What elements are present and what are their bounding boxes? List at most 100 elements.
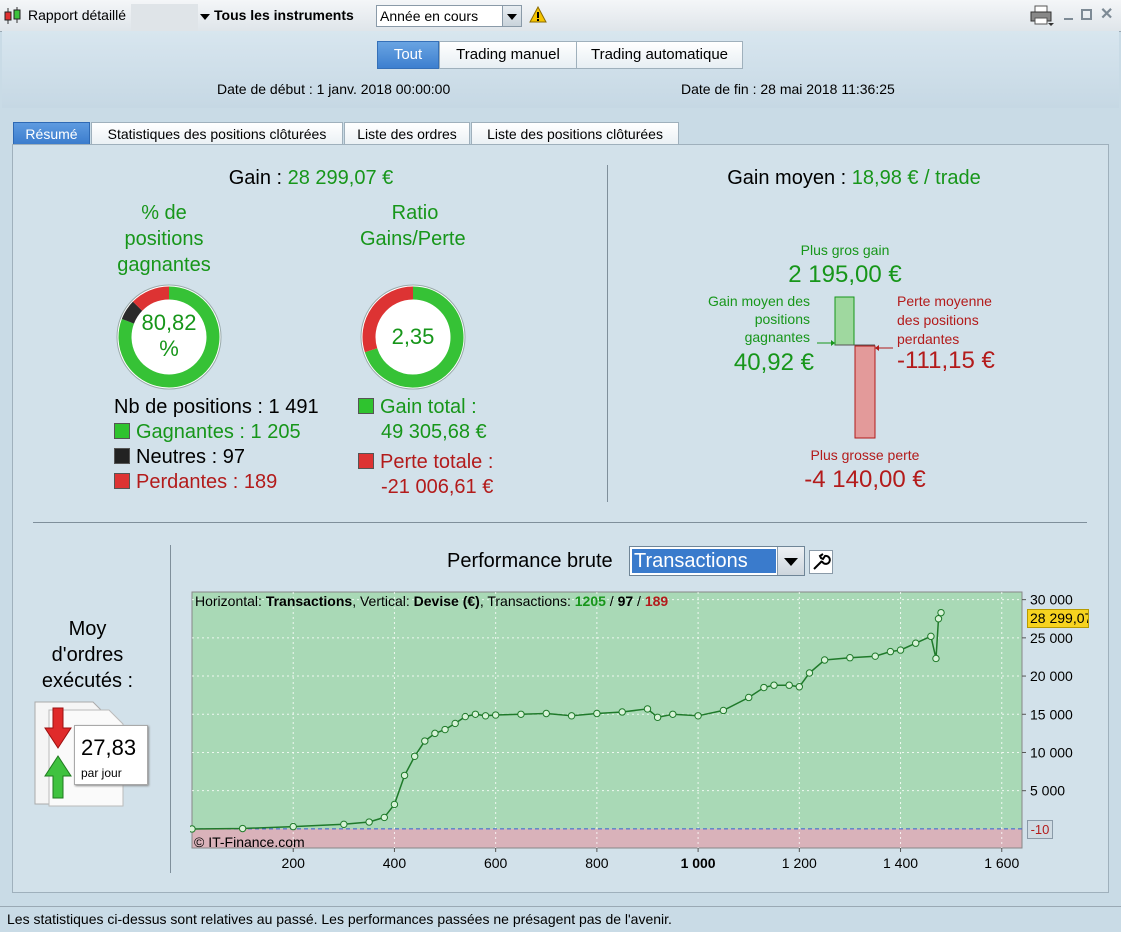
zero-badge: -10 xyxy=(1027,820,1053,839)
arrow-right-icon xyxy=(831,340,835,346)
trade-point xyxy=(517,710,525,718)
pct-title-line: % de xyxy=(141,202,187,224)
x-tick-label: 400 xyxy=(383,855,407,871)
tab-orders-list[interactable]: Liste des ordres xyxy=(344,122,470,145)
chart-t-loss: 189 xyxy=(644,593,669,609)
avg-win-label-line: gagnantes xyxy=(744,329,810,345)
chart-t-neutral: 97 xyxy=(617,593,634,609)
chart-candles-icon xyxy=(3,6,23,26)
gain-title: Gain : 28 299,07 € xyxy=(0,167,622,190)
chevron-down-icon[interactable] xyxy=(777,547,804,575)
y-tick-label: 20 000 xyxy=(1030,668,1073,684)
trade-point xyxy=(719,706,728,715)
instruments-dropdown[interactable]: Tous les instruments xyxy=(198,4,366,28)
biggest-gain-value: 2 195,00 € xyxy=(788,261,902,288)
filter-manual-button[interactable]: Trading manuel xyxy=(439,41,577,69)
orders-value-card: 27,83 par jour xyxy=(74,725,148,785)
gain-total-value: 49 305,68 € xyxy=(381,421,487,443)
horizontal-divider xyxy=(33,522,1087,523)
trade-point xyxy=(461,712,469,721)
period-value: Année en cours xyxy=(380,8,479,24)
filter-auto-button[interactable]: Trading automatique xyxy=(576,41,743,69)
last-value-text: 28 299,07 xyxy=(1030,610,1089,626)
trade-point xyxy=(871,652,879,660)
title-bar: Rapport détaillé Tous les instruments An… xyxy=(0,0,1121,34)
trade-point xyxy=(471,710,480,718)
donut-loss-slice xyxy=(362,286,414,353)
performance-select-value: Transactions xyxy=(632,549,776,573)
gain-total-row: Gain total : xyxy=(358,395,493,420)
trade-point xyxy=(410,752,419,760)
trade-point xyxy=(669,710,677,718)
minimize-icon[interactable] xyxy=(1063,8,1075,22)
gain-value: 28 299,07 € xyxy=(287,167,394,189)
start-date: Date de début : 1 janv. 2018 00:00:00 xyxy=(217,81,451,97)
chart-h-value: Transactions xyxy=(265,593,353,609)
avg-loss-label-line: Perte moyenne xyxy=(897,293,992,309)
trade-point xyxy=(785,681,793,689)
avg-bars xyxy=(815,295,895,441)
orders-title: Moy d'ordres exécutés : xyxy=(20,616,155,694)
trade-point xyxy=(820,656,829,664)
period-select[interactable]: Année en cours xyxy=(376,5,522,27)
trade-point xyxy=(188,825,196,833)
trade-point xyxy=(451,719,459,728)
wrench-icon[interactable] xyxy=(809,550,833,574)
orders-title-line: Moy xyxy=(68,618,107,640)
gain-total-label: Gain total : xyxy=(380,396,477,418)
y-tick-label: 30 000 xyxy=(1030,592,1073,608)
chart-t-sep: / xyxy=(605,593,618,609)
trade-point xyxy=(653,713,662,722)
end-date: Date de fin : 28 mai 2018 11:36:25 xyxy=(681,81,895,97)
avg-loss-label-line: des positions xyxy=(897,312,979,328)
chevron-down-icon[interactable] xyxy=(502,6,521,26)
performance-select[interactable]: Transactions xyxy=(629,546,805,576)
y-tick-label: 10 000 xyxy=(1030,744,1073,760)
avg-win-label-line: Gain moyen des xyxy=(708,293,810,309)
performance-label: Performance brute xyxy=(447,550,613,572)
donut-winners-slice xyxy=(118,286,220,388)
winners-swatch xyxy=(114,423,130,439)
gain-total-swatch xyxy=(358,398,374,414)
tab-resume[interactable]: Résumé xyxy=(13,122,90,145)
trade-point xyxy=(593,709,601,718)
tab-closed-stats[interactable]: Statistiques des positions clôturées xyxy=(91,122,343,145)
trade-point xyxy=(380,813,389,822)
negative-area xyxy=(192,828,1022,848)
chevron-down-icon xyxy=(200,14,210,20)
losers-text: Perdantes : 189 xyxy=(136,471,278,493)
trade-point xyxy=(238,824,247,833)
performance-chart-svg: 200 400 600 800 1 000 1 200 1 400 1 600 5 000 10 … xyxy=(188,591,1073,871)
filter-all-button[interactable]: Tout xyxy=(377,41,439,69)
x-tick-label: 1 600 xyxy=(984,855,1019,871)
losers-row: Perdantes : 189 xyxy=(114,470,319,495)
trade-point xyxy=(934,615,943,623)
chart-h-label: Horizontal: xyxy=(195,593,266,609)
tab-closed-positions-list[interactable]: Liste des positions clôturées xyxy=(471,122,679,145)
orders-divider xyxy=(170,545,171,873)
orders-title-line: d'ordres xyxy=(51,644,124,666)
account-field-redacted[interactable] xyxy=(131,4,198,34)
trade-point xyxy=(912,639,920,647)
trade-point xyxy=(441,725,449,734)
x-tick-label: 1 400 xyxy=(883,855,918,871)
positive-area xyxy=(192,592,1022,829)
trade-point xyxy=(421,737,429,745)
x-tick-label: 200 xyxy=(282,855,306,871)
footer-bar: Les statistiques ci-dessus sont relative… xyxy=(0,906,1121,932)
restore-icon[interactable] xyxy=(1081,9,1092,20)
report-label[interactable]: Rapport détaillé xyxy=(28,7,127,23)
trade-point xyxy=(760,683,768,692)
warning-icon[interactable] xyxy=(529,5,547,24)
trade-point xyxy=(745,693,753,702)
neutral-row: Neutres : 97 xyxy=(114,445,319,470)
totals-legend: Gain total : 49 305,68 € Perte totale : … xyxy=(358,395,493,500)
close-icon[interactable]: ✕ xyxy=(1100,6,1114,23)
win-rate-donut: 80,82 % xyxy=(114,282,224,392)
gain-label: Gain : xyxy=(228,167,288,189)
trade-point xyxy=(937,608,945,617)
plot-border xyxy=(191,591,1023,849)
orders-unit: par jour xyxy=(81,766,122,780)
print-icon[interactable] xyxy=(1030,5,1054,27)
avg-win-label: Gain moyen des positions gagnantes xyxy=(660,292,810,346)
